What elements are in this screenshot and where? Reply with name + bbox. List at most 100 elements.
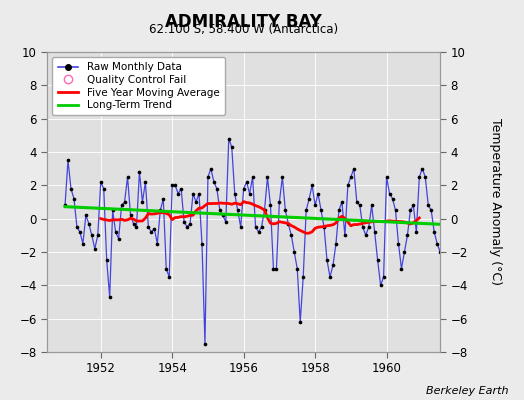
Point: [216, 207, 224, 214]
Point: [385, 190, 394, 197]
Point: [112, 229, 120, 235]
Point: [260, 207, 269, 214]
Point: [436, 249, 444, 255]
Point: [412, 229, 421, 235]
Point: [415, 174, 423, 180]
Point: [180, 219, 188, 225]
Point: [94, 232, 102, 238]
Point: [207, 166, 215, 172]
Point: [418, 166, 427, 172]
Point: [451, 179, 459, 185]
Point: [67, 186, 75, 192]
Point: [448, 224, 456, 230]
Point: [299, 274, 308, 280]
Point: [445, 199, 453, 205]
Point: [362, 232, 370, 238]
Point: [210, 179, 218, 185]
Point: [105, 294, 114, 300]
Point: [341, 232, 349, 238]
Point: [308, 182, 316, 188]
Point: [88, 232, 96, 238]
Point: [347, 174, 355, 180]
Point: [129, 220, 138, 227]
Point: [353, 199, 361, 205]
Point: [266, 202, 275, 208]
Point: [275, 199, 283, 205]
Point: [159, 196, 168, 202]
Point: [365, 224, 373, 230]
Title: ADMIRALITY BAY: ADMIRALITY BAY: [165, 13, 322, 31]
Point: [350, 166, 358, 172]
Point: [433, 240, 441, 247]
Point: [430, 229, 439, 235]
Point: [252, 224, 260, 230]
Point: [281, 207, 290, 214]
Point: [406, 207, 414, 214]
Point: [329, 262, 337, 268]
Point: [192, 199, 200, 205]
Point: [73, 224, 81, 230]
Point: [198, 240, 206, 247]
Point: [248, 174, 257, 180]
Point: [379, 274, 388, 280]
Text: Berkeley Earth: Berkeley Earth: [426, 386, 508, 396]
Point: [424, 202, 432, 208]
Point: [189, 190, 197, 197]
Point: [153, 240, 161, 247]
Point: [257, 224, 266, 230]
Point: [138, 199, 147, 205]
Point: [162, 266, 170, 272]
Point: [427, 207, 435, 214]
Point: [403, 232, 412, 238]
Point: [400, 249, 409, 255]
Point: [370, 229, 379, 235]
Point: [320, 224, 328, 230]
Point: [174, 190, 182, 197]
Point: [132, 224, 140, 230]
Point: [103, 257, 111, 264]
Text: 62.100 S, 58.400 W (Antarctica): 62.100 S, 58.400 W (Antarctica): [149, 22, 338, 36]
Point: [391, 207, 400, 214]
Point: [367, 202, 376, 208]
Point: [442, 202, 450, 208]
Point: [183, 224, 191, 230]
Point: [296, 319, 304, 325]
Point: [144, 224, 152, 230]
Point: [123, 174, 132, 180]
Point: [64, 157, 72, 164]
Point: [141, 179, 150, 185]
Point: [85, 220, 93, 227]
Point: [344, 182, 352, 188]
Point: [409, 202, 418, 208]
Point: [156, 207, 165, 214]
Point: [314, 190, 322, 197]
Point: [383, 174, 391, 180]
Point: [177, 186, 185, 192]
Point: [323, 257, 331, 264]
Point: [317, 207, 325, 214]
Point: [100, 186, 108, 192]
Point: [147, 229, 156, 235]
Point: [96, 179, 105, 185]
Point: [121, 199, 129, 205]
Point: [421, 174, 430, 180]
Point: [272, 266, 281, 272]
Point: [150, 226, 159, 232]
Point: [186, 220, 194, 227]
Point: [213, 186, 221, 192]
Point: [82, 212, 90, 218]
Point: [287, 232, 296, 238]
Point: [290, 249, 299, 255]
Point: [332, 240, 340, 247]
Point: [239, 186, 248, 192]
Point: [76, 229, 84, 235]
Point: [201, 340, 209, 347]
Point: [204, 174, 212, 180]
Point: [126, 212, 135, 218]
Point: [243, 179, 251, 185]
Point: [311, 202, 319, 208]
Point: [225, 136, 233, 142]
Point: [305, 196, 313, 202]
Point: [394, 240, 402, 247]
Point: [165, 274, 173, 280]
